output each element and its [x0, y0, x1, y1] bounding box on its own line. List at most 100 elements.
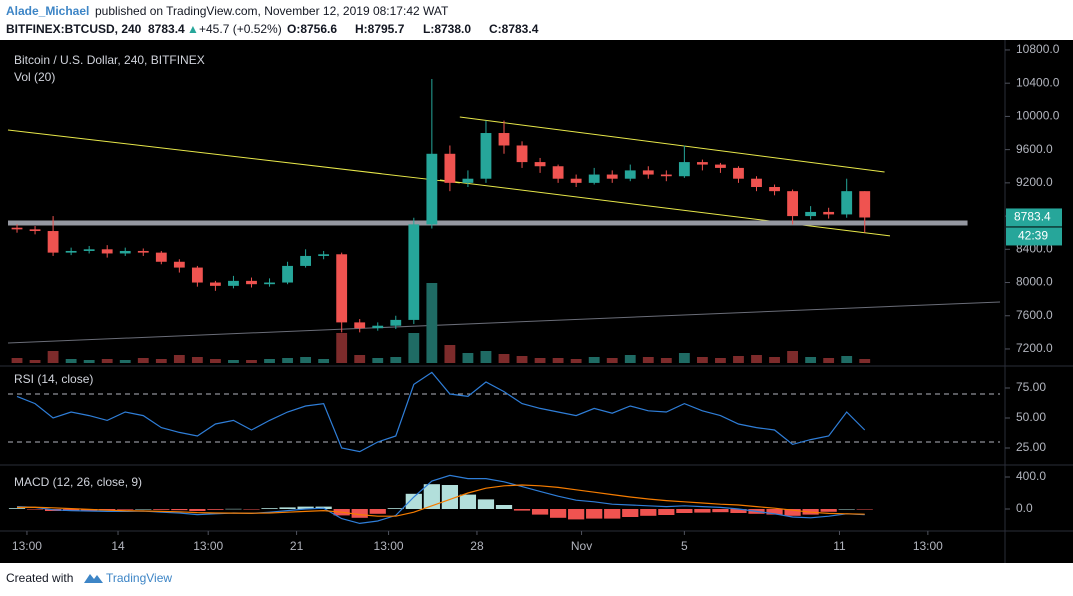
arrow: ▲ [187, 22, 199, 36]
volume-bar [588, 357, 600, 363]
macd-histogram [568, 509, 585, 520]
volume-bar [318, 359, 330, 363]
volume-bar [769, 357, 780, 363]
volume-bar [787, 351, 798, 363]
candle-body [47, 231, 59, 253]
candle-body [660, 174, 672, 177]
volume-bar [137, 358, 149, 363]
macd-histogram [387, 508, 404, 509]
macd-histogram [622, 509, 639, 517]
change: +45.7 (+0.52%) [199, 22, 282, 36]
y-tick-label: 9200.0 [1016, 175, 1053, 189]
volume-bar [841, 356, 853, 363]
candle-body [733, 167, 744, 179]
volume-bar [859, 359, 871, 363]
macd-histogram [459, 494, 477, 509]
candle-body [462, 178, 474, 183]
volume-bar [228, 360, 239, 363]
macd-histogram [730, 509, 747, 513]
candle-body [516, 145, 528, 163]
volume-bar [65, 359, 77, 363]
candle-body [119, 250, 131, 254]
volume-bar [336, 333, 348, 363]
macd-title: MACD (12, 26, close, 9) [14, 475, 142, 489]
macd-histogram [26, 509, 44, 510]
rsi-line [16, 371, 866, 453]
volume-bar [660, 358, 672, 363]
volume-bar [462, 353, 474, 363]
macd-histogram [279, 507, 296, 509]
macd-histogram [712, 509, 729, 513]
macd-histogram [838, 509, 855, 510]
x-tick-label: 28 [470, 539, 484, 553]
footer-brand[interactable]: TradingView [106, 571, 172, 585]
volume-bar [516, 356, 528, 363]
macd-histogram [604, 509, 621, 519]
volume-bar [624, 355, 636, 363]
macd-histogram [153, 509, 170, 510]
y-tick-label: 7200.0 [1016, 341, 1053, 355]
candle-body [210, 282, 221, 286]
macd-tick-label: 400.0 [1016, 469, 1046, 483]
y-tick-label: 10000.0 [1016, 109, 1060, 123]
macd-histogram [549, 509, 567, 518]
trend-line [459, 116, 885, 173]
high: H:8795.7 [355, 22, 405, 36]
macd-histogram [658, 509, 675, 515]
candle-body [696, 162, 708, 165]
macd-histogram [766, 509, 783, 515]
volume-bar [155, 359, 167, 363]
volume-bar [11, 358, 23, 363]
price: 8783.4 [148, 22, 185, 36]
last-price: 8783.4 [1014, 210, 1051, 224]
candle-body [859, 191, 871, 218]
candle-body [823, 211, 835, 215]
candle-body [606, 174, 618, 179]
x-tick-label: Nov [571, 539, 592, 553]
candle-body [11, 227, 23, 230]
volume-bar [498, 354, 510, 363]
candle-body [841, 191, 853, 215]
candle-body [498, 133, 510, 146]
macd-histogram [784, 509, 801, 516]
volume-bar [29, 360, 41, 363]
macd-histogram [531, 509, 549, 515]
volume-bar [642, 357, 654, 363]
macd-histogram [243, 509, 260, 510]
candle-body [787, 191, 798, 217]
x-tick-label: 21 [290, 539, 304, 553]
candle-body [300, 255, 312, 266]
x-tick-label: 14 [111, 539, 125, 553]
candle-body [101, 249, 113, 254]
candle-body [65, 250, 77, 253]
candle-body [83, 249, 95, 251]
trend-line [439, 179, 891, 237]
footer-text: Created with [6, 571, 73, 585]
candle-body [480, 133, 492, 179]
volume-bar [408, 333, 420, 363]
volume-bar [823, 358, 835, 363]
candle-body [155, 252, 167, 262]
candle-body [769, 187, 780, 192]
volume-bar [570, 359, 582, 363]
volume-bar [715, 358, 726, 363]
signal-line [17, 484, 865, 517]
volume-bar [372, 358, 384, 363]
candle-body [552, 166, 564, 179]
rsi-tick-label: 25.00 [1016, 440, 1046, 454]
y-tick-label: 10400.0 [1016, 75, 1060, 89]
volume-bar [83, 360, 95, 363]
macd-histogram [117, 509, 134, 510]
volume-bar [264, 359, 275, 363]
volume-bar [444, 345, 456, 363]
candle-body [264, 282, 275, 285]
y-tick-label: 8000.0 [1016, 275, 1053, 289]
x-tick-label: 13:00 [193, 539, 223, 553]
candle-body [678, 162, 690, 177]
candle-body [444, 153, 456, 183]
countdown-box [1006, 227, 1062, 246]
volume-bar [101, 359, 113, 363]
author[interactable]: Alade_Michael [6, 4, 89, 18]
macd-histogram [189, 509, 206, 511]
